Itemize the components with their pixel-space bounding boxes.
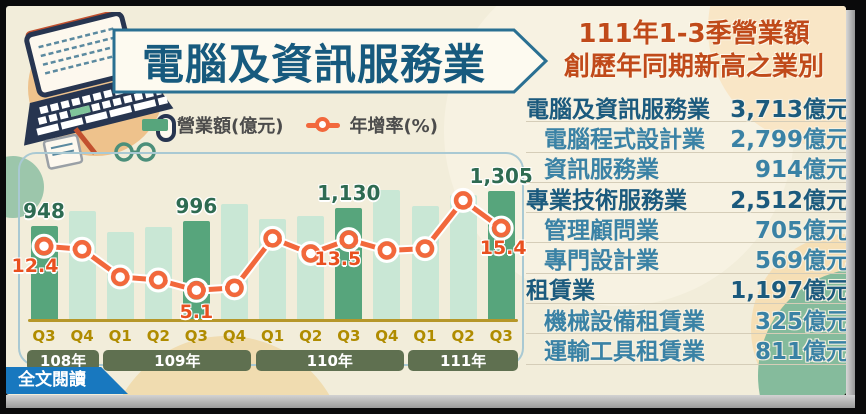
industry-value: 569億元	[754, 248, 846, 275]
line-marker	[491, 218, 511, 238]
revenue-bar-swatch-icon	[142, 119, 168, 131]
ranking-header: 111年1-3季營業額 創歷年同期新高之業別	[538, 18, 846, 83]
industry-label: 電腦程式設計業	[544, 126, 705, 153]
industry-label: 電腦及資訊服務業	[526, 96, 710, 123]
table-row: 專門設計業 569億元	[526, 243, 846, 275]
bar-value-label: 1,130	[317, 181, 381, 205]
ranking-header-line1: 111年1-3季營業額	[578, 19, 810, 49]
revenue-bar	[68, 211, 96, 321]
bar-value-label: 948	[23, 199, 65, 224]
industry-table: 電腦及資訊服務業 3,713億元 電腦程式設計業 2,799億元 資訊服務業 914億元專…	[526, 92, 846, 365]
industry-label: 管理顧問業	[544, 217, 659, 244]
ranking-header-line2: 創歷年同期新高之業別	[563, 51, 824, 82]
rate-value-label: 15.4	[479, 237, 527, 260]
quarter-tick-label: Q1	[108, 327, 132, 345]
line-marker	[187, 280, 206, 300]
x-axis-line	[28, 319, 518, 322]
rate-value-label: 12.4	[11, 255, 59, 278]
table-row: 電腦及資訊服務業 3,713億元	[526, 92, 846, 123]
legend-growth-label: 年增率(%)	[349, 116, 438, 137]
table-row: 運輸工具租賃業 811億元	[526, 334, 846, 366]
industry-value: 914億元	[754, 157, 846, 184]
quarter-tick-label: Q3	[337, 327, 361, 345]
industry-value: 325億元	[754, 308, 846, 335]
industry-label: 運輸工具租賃業	[544, 339, 705, 366]
quarter-tick-label: Q4	[70, 327, 94, 345]
quarter-tick-label: Q2	[451, 327, 475, 345]
industry-label: 專門設計業	[544, 248, 659, 275]
bar-value-label: 1,305	[469, 163, 533, 188]
line-marker	[415, 239, 435, 258]
revenue-bar	[221, 204, 248, 321]
table-row: 電腦程式設計業 2,799億元	[526, 122, 846, 153]
revenue-bar	[182, 221, 210, 321]
industry-value: 3,713億元	[730, 96, 846, 123]
industry-label: 機械設備租賃業	[544, 308, 705, 335]
line-marker	[453, 191, 473, 210]
line-marker	[110, 267, 130, 287]
chart-plot: 948 996 1,130 1,305 12.4 5.1 13.5 15.4 Q3 Q4 Q1 Q2 Q…	[12, 156, 533, 386]
line-marker	[301, 244, 320, 263]
line-marker	[149, 270, 168, 290]
quarter-tick-label: Q2	[146, 327, 170, 345]
chart-legend: 營業額(億元) 年增率(%)	[142, 112, 438, 138]
card-edge-bottom	[6, 395, 855, 408]
line-marker	[339, 230, 359, 249]
year-band: 108年	[27, 350, 100, 371]
line-marker	[377, 241, 397, 260]
line-marker	[72, 239, 92, 259]
line-marker	[225, 278, 244, 298]
table-row: 管理顧問業 705億元	[526, 213, 846, 244]
revenue-bar	[335, 208, 363, 321]
quarter-tick-label: Q1	[260, 327, 285, 345]
industry-value: 705億元	[754, 217, 846, 244]
legend-revenue-label: 營業額(億元)	[177, 116, 284, 137]
industry-label: 資訊服務業	[544, 157, 659, 184]
rate-value-label: 5.1	[179, 301, 214, 324]
industry-value: 811億元	[754, 339, 846, 366]
table-row: 資訊服務業 914億元	[526, 153, 846, 183]
table-row: 租賃業 1,197億元	[526, 274, 846, 304]
table-row: 專業技術服務業 2,512億元	[526, 183, 846, 214]
quarter-tick-label: Q3	[184, 327, 208, 345]
bar-value-label: 996	[175, 194, 218, 219]
line-marker	[34, 236, 54, 256]
industry-label: 租賃業	[526, 278, 595, 305]
growth-line-chart	[31, 187, 514, 303]
growth-line-marker-icon	[306, 117, 341, 133]
year-band: 110年	[255, 350, 404, 371]
industry-value: 2,512億元	[730, 187, 846, 214]
revenue-bar	[411, 206, 439, 321]
year-band: 111年	[408, 350, 519, 371]
revenue-bar	[297, 216, 325, 321]
revenue-bar	[487, 190, 515, 321]
industry-value: 1,197億元	[730, 278, 846, 305]
card-edge-right	[846, 10, 855, 397]
infographic-card: 電腦及資訊服務業 營業額(億元) 年增率(%) 948 996 1,130 1,305…	[6, 6, 846, 395]
industry-value: 2,799億元	[730, 126, 846, 153]
quarter-tick-label: Q2	[299, 327, 323, 345]
page-title: 電腦及資訊服務業	[141, 39, 486, 89]
quarter-tick-label: Q1	[413, 327, 437, 345]
table-row: 機械設備租賃業 325億元	[526, 304, 846, 335]
line-marker	[263, 229, 282, 248]
year-band: 109年	[103, 350, 252, 371]
quarter-tick-label: Q3	[32, 327, 56, 345]
title-banner: 電腦及資訊服務業	[112, 28, 550, 94]
industry-label: 專業技術服務業	[526, 187, 687, 214]
rate-value-label: 13.5	[314, 247, 362, 270]
quarter-tick-label: Q4	[375, 327, 399, 345]
quarter-tick-label: Q3	[489, 327, 513, 345]
quarter-tick-label: Q4	[222, 327, 247, 345]
